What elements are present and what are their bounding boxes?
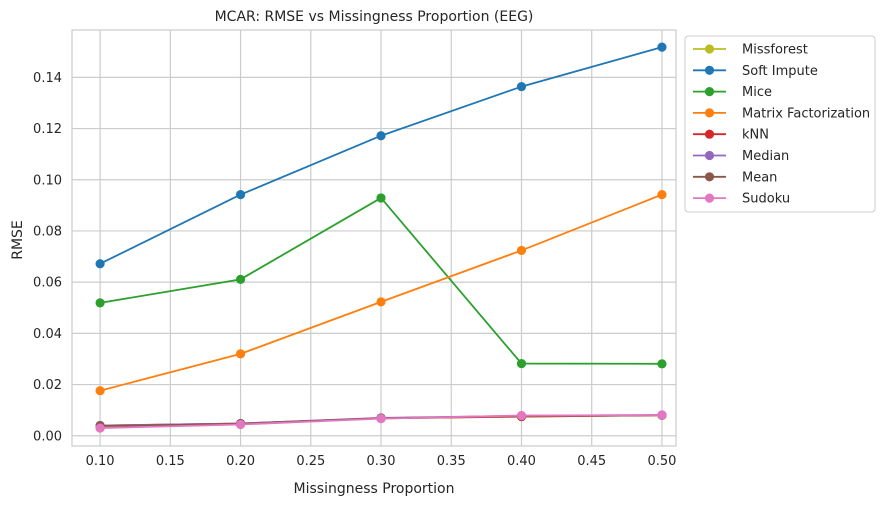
data-point-matrix-factorization: [516, 245, 527, 256]
data-point-mice: [376, 193, 386, 203]
legend-marker: [704, 44, 715, 54]
data-point-matrix-factorization: [235, 349, 246, 359]
data-point-soft-impute: [235, 190, 246, 200]
legend-marker: [704, 65, 715, 75]
y-tick-label: 0.12: [33, 122, 62, 137]
data-point-sudoku: [235, 419, 246, 430]
series-matrix-factorization: [95, 190, 667, 396]
grid: [72, 30, 676, 446]
x-tick-labels: 0.10 0.15 0.20 0.25 0.30 0.35 0.40 0.45 0.50: [86, 454, 677, 469]
x-axis-label: Missingness Proportion: [294, 481, 455, 497]
legend: Missforest Soft Impute Mice Matrix Factoriz…: [684, 35, 876, 213]
data-point-mice: [657, 359, 667, 369]
data-point-sudoku: [657, 410, 667, 420]
legend-label: Matrix Factorization: [742, 106, 870, 121]
data-point-sudoku: [95, 423, 105, 433]
data-point-soft-impute: [516, 81, 527, 92]
x-tick-label: 0.45: [577, 454, 606, 469]
legend-item-soft-impute: Soft Impute: [693, 64, 818, 79]
data-point-sudoku: [516, 410, 527, 421]
y-tick-label: 0.10: [33, 173, 62, 188]
legend-item-missforest: Missforest: [693, 43, 808, 58]
data-point-mice: [235, 274, 246, 284]
legend-item-matrix-factorization: Matrix Factorization: [693, 106, 870, 121]
x-tick-label: 0.15: [156, 454, 185, 469]
x-tick-label: 0.50: [647, 454, 676, 469]
plot-frame: [71, 29, 677, 447]
legend-item-median: Median: [693, 149, 789, 164]
legend-item-sudoku: Sudoku: [693, 192, 790, 207]
legend-item-mice: Mice: [693, 85, 772, 100]
legend-marker: [704, 150, 715, 161]
x-tick-label: 0.10: [86, 454, 115, 469]
data-point-matrix-factorization: [95, 386, 105, 396]
legend-marker: [704, 87, 715, 97]
data-point-soft-impute: [95, 259, 105, 269]
x-tick-label: 0.20: [226, 454, 255, 469]
legend-label: Soft Impute: [742, 64, 818, 79]
data-point-soft-impute: [657, 42, 667, 52]
legend-item-mean: Mean: [693, 170, 777, 185]
data-point-sudoku: [376, 414, 386, 424]
legend-label: Median: [742, 149, 789, 164]
legend-frame: [684, 35, 876, 213]
y-tick-label: 0.02: [33, 378, 62, 393]
y-axis-label: RMSE: [10, 220, 26, 260]
legend-item-knn: kNN: [693, 128, 769, 143]
legend-marker: [704, 172, 715, 182]
x-tick-label: 0.40: [507, 454, 536, 469]
legend-marker: [704, 193, 715, 203]
data-point-mice: [95, 298, 105, 308]
y-tick-labels: 0.00 0.02 0.04 0.06 0.08 0.10 0.12 0.14: [33, 71, 62, 444]
series-sudoku: [95, 410, 667, 433]
legend-label: kNN: [742, 128, 769, 143]
y-tick-label: 0.00: [33, 429, 62, 444]
data-point-soft-impute: [376, 131, 386, 141]
legend-marker: [704, 108, 715, 118]
legend-label: Sudoku: [742, 192, 790, 207]
legend-marker: [704, 129, 715, 139]
x-tick-label: 0.30: [367, 454, 396, 469]
x-tick-label: 0.25: [296, 454, 325, 469]
plot-area: [72, 30, 676, 446]
x-tick-label: 0.35: [437, 454, 466, 469]
series-mice: [95, 193, 667, 369]
legend-label: Mice: [742, 85, 772, 100]
legend-label: Mean: [742, 170, 777, 185]
legend-label: Missforest: [742, 43, 808, 58]
series-layer: [95, 42, 667, 433]
series-soft-impute: [95, 42, 667, 269]
y-tick-label: 0.08: [33, 224, 62, 239]
y-tick-label: 0.14: [33, 71, 62, 86]
data-point-matrix-factorization: [376, 297, 386, 307]
data-point-mice: [516, 358, 527, 369]
chart-title: MCAR: RMSE vs Missingness Proportion (EE…: [215, 9, 534, 25]
data-point-matrix-factorization: [657, 190, 667, 200]
y-tick-label: 0.06: [33, 276, 62, 291]
y-tick-label: 0.04: [33, 327, 62, 342]
